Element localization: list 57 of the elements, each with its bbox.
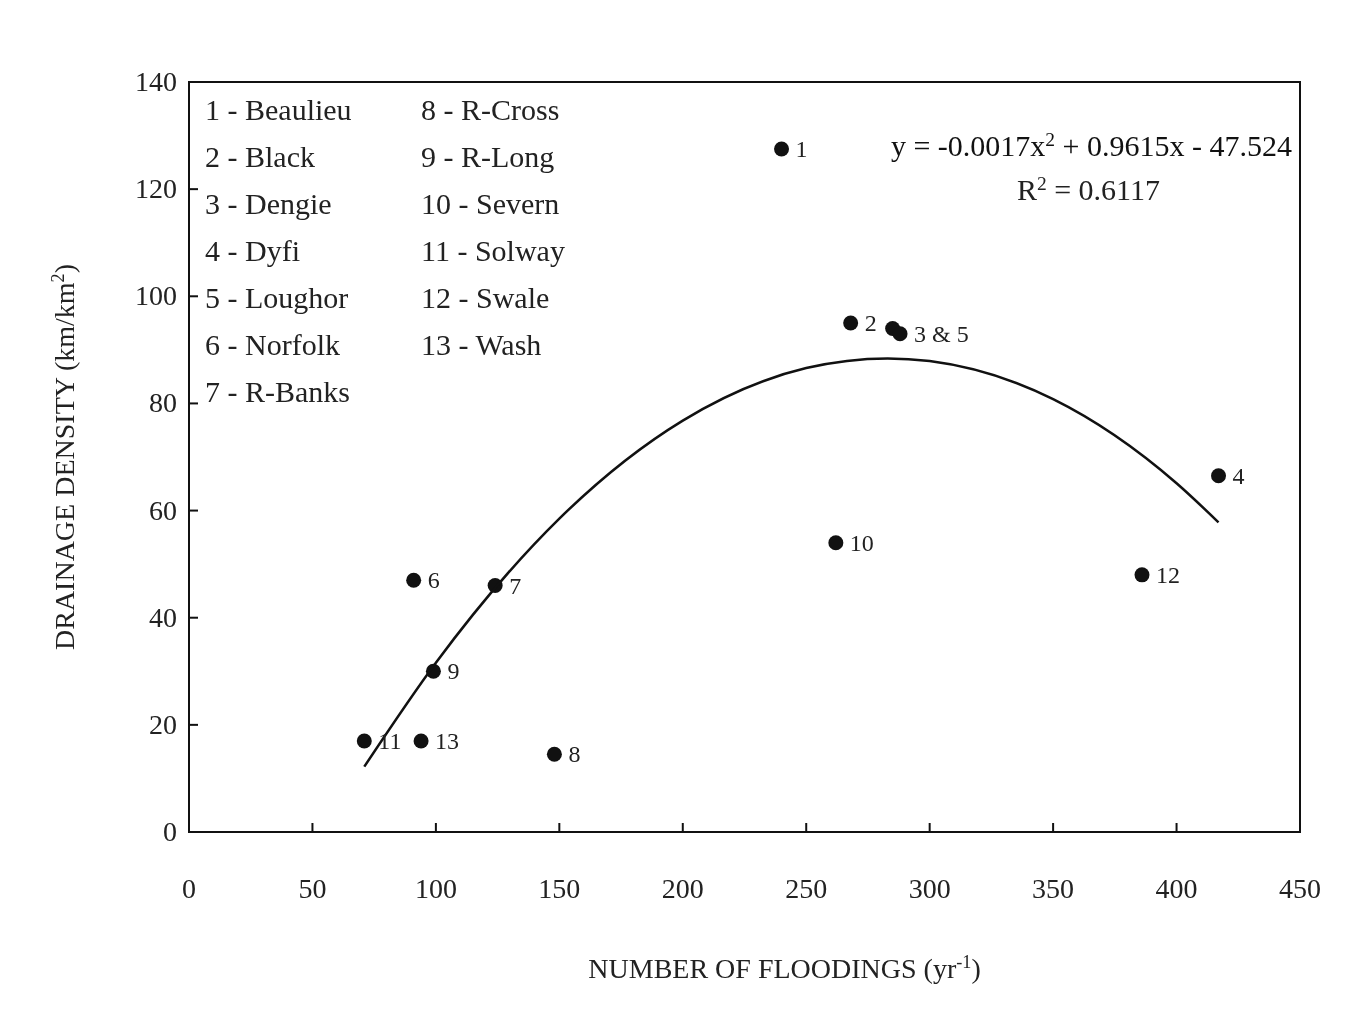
annotation: 7 - R-Banks: [205, 375, 350, 408]
y-tick-label: 20: [149, 708, 177, 740]
y-tick-label: 140: [135, 66, 177, 97]
text: y = -0.0017x$^{2}$ + 0.9615x - 47.524: [890, 128, 1292, 162]
x-tick-label: 100: [414, 873, 457, 904]
x-tick-label: 50: [298, 873, 327, 904]
annotation: 9: [447, 658, 460, 685]
annotation: 6: [427, 567, 440, 594]
annotation: 2: [864, 310, 877, 337]
point: [774, 141, 790, 157]
annotation: 4: [1232, 462, 1245, 489]
annotation: 8 - R-Cross: [421, 93, 560, 126]
annotation: 11 - Solway: [421, 234, 565, 267]
annotation: 13 - Wash: [421, 328, 542, 361]
annotation: 1 - Beaulieu: [205, 93, 352, 126]
annotation: 7: [509, 572, 522, 599]
point: [406, 572, 422, 588]
annotation: 10: [849, 529, 874, 556]
x-tick-label: 450: [1279, 873, 1321, 904]
point: [892, 326, 908, 342]
annotation: 5 - Loughor: [205, 281, 349, 314]
annotation: 12: [1155, 561, 1180, 588]
line-series: [363, 357, 1220, 768]
annotation: 13: [435, 727, 460, 754]
x-tick-label: 200: [661, 873, 704, 904]
x-tick-label: 250: [785, 873, 828, 904]
point: [546, 746, 562, 762]
y-tick-label: 120: [135, 173, 177, 205]
annotation: 3 & 5: [914, 320, 969, 347]
annotation: 8: [568, 741, 581, 768]
point: [1211, 468, 1227, 484]
x-tick-label: 350: [1032, 873, 1075, 904]
x-axis-title: NUMBER OF FLOODINGS (yr$^{-1}$): [588, 952, 981, 984]
annotation: 2 - Black: [205, 140, 315, 173]
point: [843, 315, 859, 331]
annotation: 9 - R-Long: [421, 140, 555, 173]
y-tick-label: 100: [135, 280, 177, 312]
y-tick-label: 60: [149, 494, 177, 526]
x-tick-label: 400: [1155, 873, 1198, 904]
annotation: 11: [378, 727, 402, 754]
x-tick-label: 0: [182, 873, 196, 904]
annotation: 4 - Dyfi: [205, 234, 300, 267]
point: [413, 733, 429, 749]
annotation: 6 - Norfolk: [205, 328, 340, 361]
annotation: 10 - Severn: [421, 187, 560, 220]
y-tick-label: 40: [149, 601, 177, 633]
annotation: 1: [795, 135, 808, 162]
annotation: 3 - Dengie: [205, 187, 332, 220]
x-tick-label: 300: [908, 873, 951, 904]
y-tick-label: 80: [149, 387, 177, 419]
text: R$^{2}$ = 0.6117: [1016, 172, 1160, 206]
annotation: 12 - Swale: [421, 281, 550, 314]
x-tick-label: 150: [538, 873, 581, 904]
point: [356, 733, 372, 749]
point: [1134, 567, 1150, 583]
point: [828, 535, 844, 551]
y-tick-label: 0: [163, 816, 177, 847]
